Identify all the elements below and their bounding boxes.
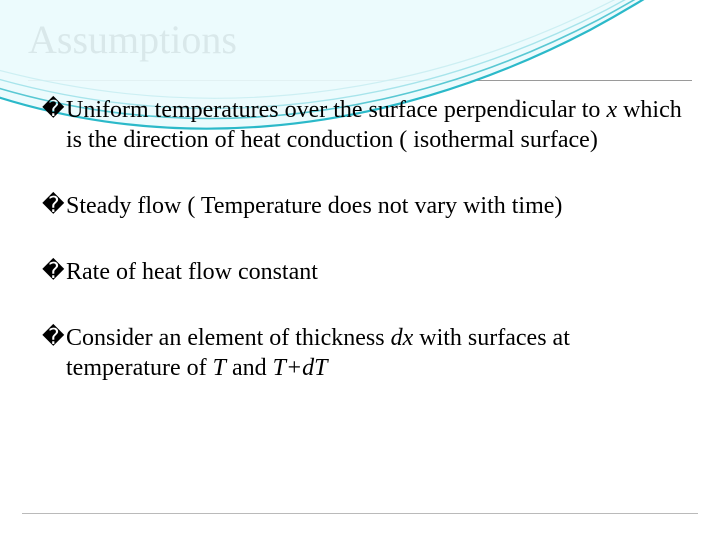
bullet-text: Uniform temperatures over the surface pe…: [66, 97, 606, 123]
variable-t: T: [213, 355, 226, 381]
bullet-item: Consider an element of thickness dx with…: [42, 323, 684, 383]
footer-rule: [22, 513, 698, 514]
bullet-item: Uniform temperatures over the surface pe…: [42, 95, 684, 155]
bullet-item: Rate of heat flow constant: [42, 257, 684, 287]
variable-dx: dx: [391, 325, 414, 351]
bullet-text: Steady flow ( Temperature does not vary …: [66, 193, 562, 219]
variable-x: x: [606, 97, 617, 123]
title-underline: [28, 80, 692, 81]
bullet-list: Uniform temperatures over the surface pe…: [28, 95, 692, 383]
bullet-item: Steady flow ( Temperature does not vary …: [42, 191, 684, 221]
bullet-text: Rate of heat flow constant: [66, 259, 318, 285]
slide: Assumptions Uniform temperatures over th…: [0, 0, 720, 540]
variable-t-plus-dt: T+dT: [273, 355, 328, 381]
slide-title: Assumptions: [28, 18, 692, 62]
bullet-text: and: [226, 355, 273, 381]
bullet-text: Consider an element of thickness: [66, 325, 391, 351]
